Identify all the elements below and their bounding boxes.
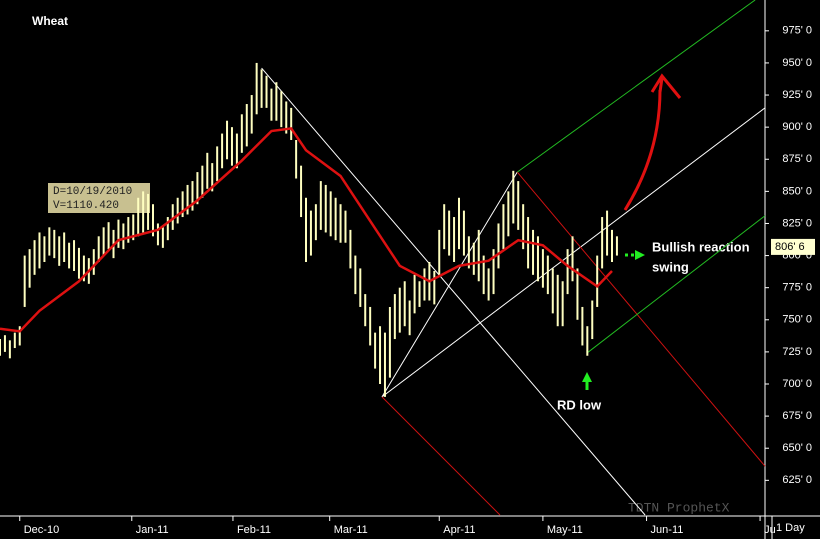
trend-line [261, 67, 646, 516]
y-tick-label: 925' 0 [782, 89, 812, 101]
y-tick-label: 750' 0 [782, 314, 812, 326]
annotation: RD low [557, 397, 602, 412]
x-tick-label: Dec-10 [24, 524, 59, 536]
y-tick-label: 775' 0 [782, 282, 812, 294]
tooltip-value: V=1110.420 [53, 200, 119, 212]
interval: 1 Day [776, 522, 805, 534]
projection-arrow [623, 89, 662, 211]
y-tick-label: 650' 0 [782, 442, 812, 454]
y-tick-label: 850' 0 [782, 185, 812, 197]
last-value-label: 806' 6 [775, 241, 805, 253]
x-tick-label: Jun-11 [651, 524, 684, 536]
trend-line [516, 171, 766, 467]
trend-line [381, 396, 501, 516]
x-tick-label: Apr-11 [443, 524, 475, 536]
chart-title: Wheat [32, 14, 68, 28]
x-tick-label: Mar-11 [334, 524, 368, 536]
trend-line [381, 171, 518, 398]
y-tick-label: 875' 0 [782, 153, 812, 165]
y-tick-label: 825' 0 [782, 217, 812, 229]
y-tick-label: 700' 0 [782, 378, 812, 390]
y-tick-label: 625' 0 [782, 474, 812, 486]
moving-average [0, 127, 613, 333]
y-tick-label: 725' 0 [782, 346, 812, 358]
x-tick-label: May-11 [547, 524, 583, 536]
y-tick-label: 950' 0 [782, 57, 812, 69]
last-value-box [771, 238, 815, 255]
y-tick-label: 800' 0 [782, 249, 812, 261]
trend-line [586, 215, 766, 354]
tooltip-date: D=10/19/2010 [53, 186, 132, 198]
arrow [582, 372, 592, 382]
x-tick-label: Ju [764, 524, 776, 536]
projection-arrow [650, 73, 682, 99]
y-tick-label: 900' 0 [782, 121, 812, 133]
y-tick-label: 975' 0 [782, 25, 812, 37]
trend-line [516, 0, 756, 173]
annotation: swing [652, 259, 689, 274]
annotation: Bullish reaction [652, 239, 750, 254]
x-tick-label: Jan-11 [136, 524, 169, 536]
arrow [635, 250, 645, 260]
tooltip-box [48, 183, 150, 213]
x-tick-label: Feb-11 [237, 524, 271, 536]
watermark: TDTN ProphetX [628, 500, 730, 515]
y-tick-label: 675' 0 [782, 410, 812, 422]
